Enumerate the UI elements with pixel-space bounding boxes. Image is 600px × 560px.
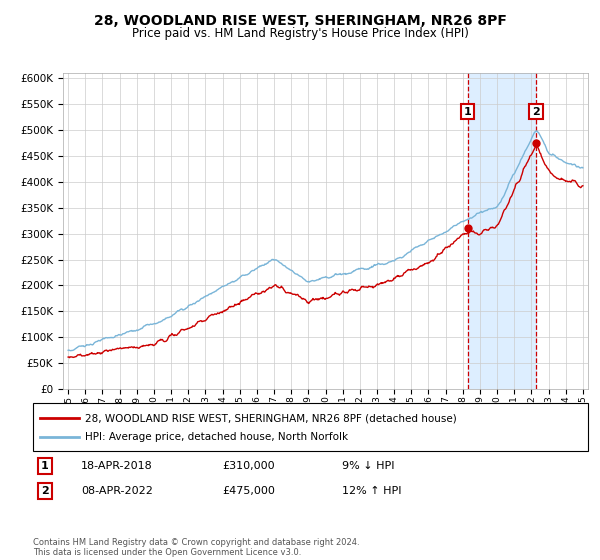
Text: 08-APR-2022: 08-APR-2022 [81, 486, 153, 496]
Text: 18-APR-2018: 18-APR-2018 [81, 461, 153, 471]
Text: 28, WOODLAND RISE WEST, SHERINGHAM, NR26 8PF: 28, WOODLAND RISE WEST, SHERINGHAM, NR26… [94, 14, 506, 28]
Text: 2: 2 [41, 486, 49, 496]
Text: 12% ↑ HPI: 12% ↑ HPI [342, 486, 401, 496]
Text: 1: 1 [41, 461, 49, 471]
Text: £475,000: £475,000 [222, 486, 275, 496]
Text: 1: 1 [464, 107, 472, 116]
Text: 9% ↓ HPI: 9% ↓ HPI [342, 461, 395, 471]
Bar [468, 73, 536, 389]
Text: £310,000: £310,000 [222, 461, 275, 471]
Text: Contains HM Land Registry data © Crown copyright and database right 2024.
This d: Contains HM Land Registry data © Crown c… [33, 538, 359, 557]
Text: HPI: Average price, detached house, North Norfolk: HPI: Average price, detached house, Nort… [85, 432, 349, 442]
Text: 2: 2 [532, 107, 540, 116]
Text: 28, WOODLAND RISE WEST, SHERINGHAM, NR26 8PF (detached house): 28, WOODLAND RISE WEST, SHERINGHAM, NR26… [85, 413, 457, 423]
Text: Price paid vs. HM Land Registry's House Price Index (HPI): Price paid vs. HM Land Registry's House … [131, 27, 469, 40]
